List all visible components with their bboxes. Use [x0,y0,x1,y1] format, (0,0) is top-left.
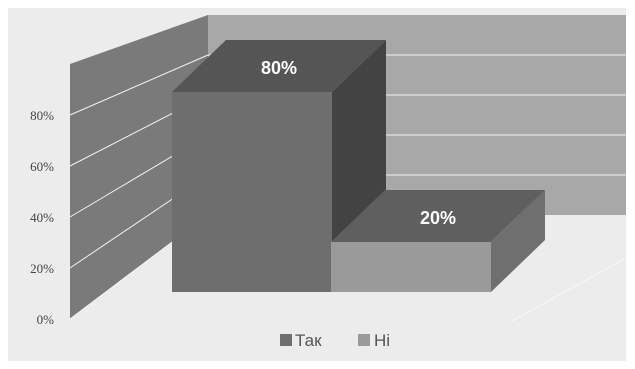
bars [172,40,545,292]
data-labels: 80% 20% [261,58,456,228]
legend: Так Ні [280,331,390,350]
bar-front [172,92,332,292]
bar-front [331,242,491,292]
bar-top [331,190,545,242]
legend-swatch [280,334,292,346]
y-tick-label: 20% [30,261,54,276]
data-label: 80% [261,58,297,78]
legend-swatch [358,334,370,346]
y-tick-label: 0% [37,312,55,327]
data-label: 20% [420,208,456,228]
legend-label: Ні [374,331,390,350]
y-tick-label: 40% [30,210,54,225]
floor-edge [511,257,627,322]
bar-side [491,190,545,292]
y-axis-ticks: 0% 20% 40% 60% 80% [30,108,54,327]
bar-2 [331,190,545,292]
bar-top [172,40,386,92]
y-tick-label: 60% [30,159,54,174]
legend-label: Так [295,331,322,350]
y-tick-label: 80% [30,108,54,123]
gridline-side [69,54,209,116]
